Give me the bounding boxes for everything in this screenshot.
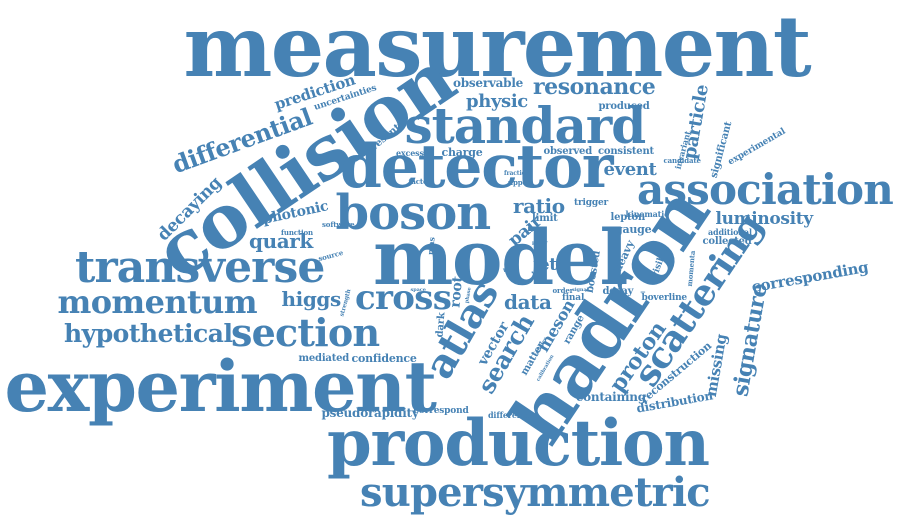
word-signature: signature <box>727 281 773 399</box>
word-limit: limit <box>532 213 558 224</box>
word-higgs: higgs <box>281 287 342 311</box>
word-dark: dark <box>433 312 448 338</box>
word-confidence: confidence <box>351 351 417 365</box>
word-containing: containing <box>576 390 646 404</box>
word-order: order <box>552 285 574 295</box>
word-ratio: ratio <box>513 194 565 218</box>
word-gauge: gauge <box>615 222 652 236</box>
word-observed: observed <box>543 146 593 157</box>
word-charge: charge <box>441 145 483 159</box>
word-upper: upper <box>508 177 531 187</box>
word-excess: excess <box>396 148 424 158</box>
word-transverse: transverse <box>75 242 325 293</box>
word-jet: jet <box>533 254 557 275</box>
word-detector: detector <box>340 132 613 202</box>
word-boson: boson <box>335 185 492 241</box>
word-space: space <box>410 286 426 293</box>
word-final: final <box>562 292 585 303</box>
word-software: software <box>322 219 355 229</box>
word-consistent: consistent <box>598 146 654 157</box>
word-quark: quark <box>249 229 313 253</box>
word-difference: difference <box>488 410 533 420</box>
word-root: root <box>446 275 466 309</box>
word-produced: produced <box>598 101 650 112</box>
word-pseudorapidity: pseudorapidity <box>321 406 419 420</box>
word-function: function <box>281 227 313 237</box>
word-mediated: mediated <box>298 353 350 364</box>
word-event: event <box>603 159 657 180</box>
word-production: production <box>327 406 710 481</box>
word-fraction: fraction <box>504 170 530 177</box>
word-hypothetical: hypothetical <box>64 318 233 348</box>
word-resonance: resonance <box>533 74 656 100</box>
word-additional: additional <box>708 227 752 237</box>
word-model: model <box>373 213 628 302</box>
word-paper: paper <box>532 239 548 246</box>
word-corresponding: corresponding <box>750 257 870 296</box>
word-supersymmetric: supersymmetric <box>360 469 711 516</box>
word-data: data <box>504 290 552 314</box>
word-luminosity: luminosity <box>715 208 814 229</box>
word-collected: collected <box>702 236 752 247</box>
word-signal: signal <box>572 286 589 293</box>
word-mas: mas <box>425 236 437 256</box>
word-view: view <box>503 267 518 274</box>
word-decay: decay <box>602 286 634 297</box>
word-factor: factor <box>408 176 432 186</box>
word-observable: observable <box>453 76 524 90</box>
word-association: association <box>637 165 894 214</box>
word-experiment: experiment <box>4 345 437 428</box>
word-trigger: trigger <box>574 197 609 208</box>
word-correspond: correspond <box>413 405 469 416</box>
word-momentum: momentum <box>57 283 258 321</box>
word-bbar: b̅overline <box>641 292 688 303</box>
word-lepton: lepton <box>610 212 646 223</box>
word-candidate: candidate <box>663 155 701 165</box>
word-experimental: experimental <box>726 126 788 167</box>
word-section: section <box>231 310 380 355</box>
word-kinematic: kinematic <box>625 209 669 219</box>
word-measurement: measurement <box>183 0 812 96</box>
word-physic: physic <box>466 91 528 112</box>
word-cross: cross <box>355 278 452 318</box>
word-standard: standard <box>404 96 647 155</box>
